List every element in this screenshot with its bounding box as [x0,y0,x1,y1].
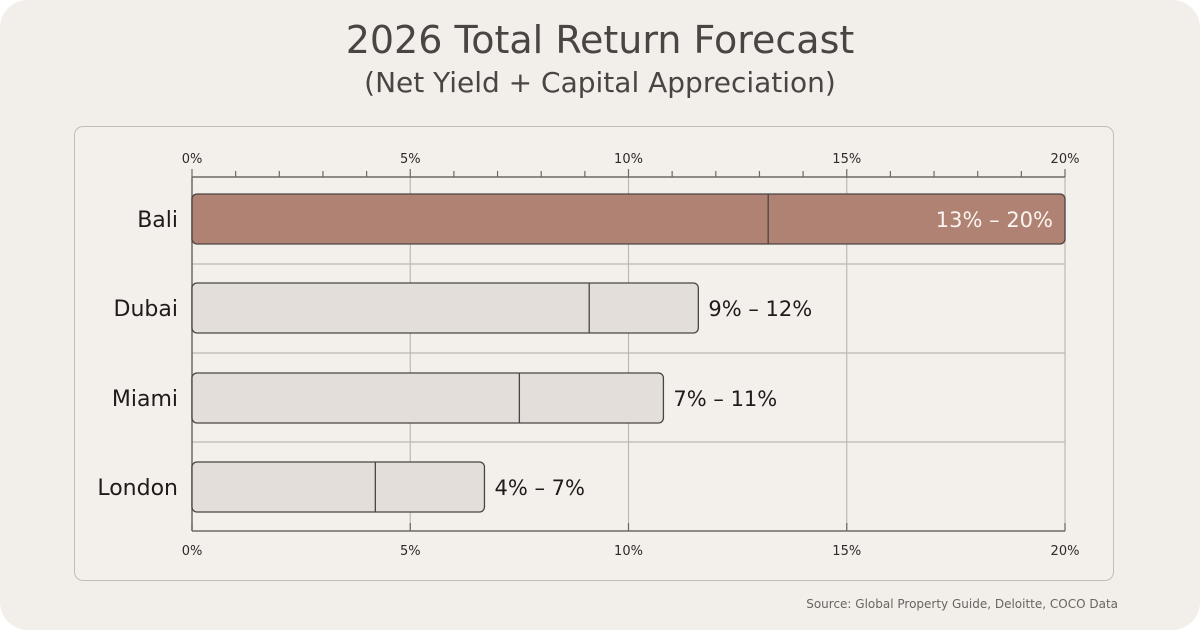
data-label: 4% – 7% [494,476,584,500]
x-tick-label-bottom: 0% [182,544,203,559]
x-tick-label-top: 0% [182,152,203,167]
data-label: 9% – 12% [708,297,812,321]
x-tick-label-top: 20% [1051,152,1080,167]
x-tick-label-top: 15% [832,152,861,167]
data-label: 13% – 20% [936,208,1053,232]
category-label: London [97,476,178,501]
x-tick-label-top: 5% [400,152,421,167]
x-tick-label-bottom: 5% [400,544,421,559]
x-tick-label-bottom: 15% [832,544,861,559]
chart-subtitle: (Net Yield + Capital Appreciation) [364,66,836,99]
category-label: Dubai [114,297,178,322]
x-tick-label-bottom: 20% [1051,544,1080,559]
chart-title: 2026 Total Return Forecast [345,18,855,62]
bar-bali [191,193,1066,245]
bar-london [191,461,486,513]
category-label: Bali [137,208,178,233]
data-label: 7% – 11% [673,387,777,411]
bar-dubai [191,282,699,334]
bar-miami [191,372,665,424]
x-tick-label-top: 10% [614,152,643,167]
x-tick-label-bottom: 10% [614,544,643,559]
category-label: Miami [112,387,178,412]
source-note: Source: Global Property Guide, Deloitte,… [806,597,1118,611]
